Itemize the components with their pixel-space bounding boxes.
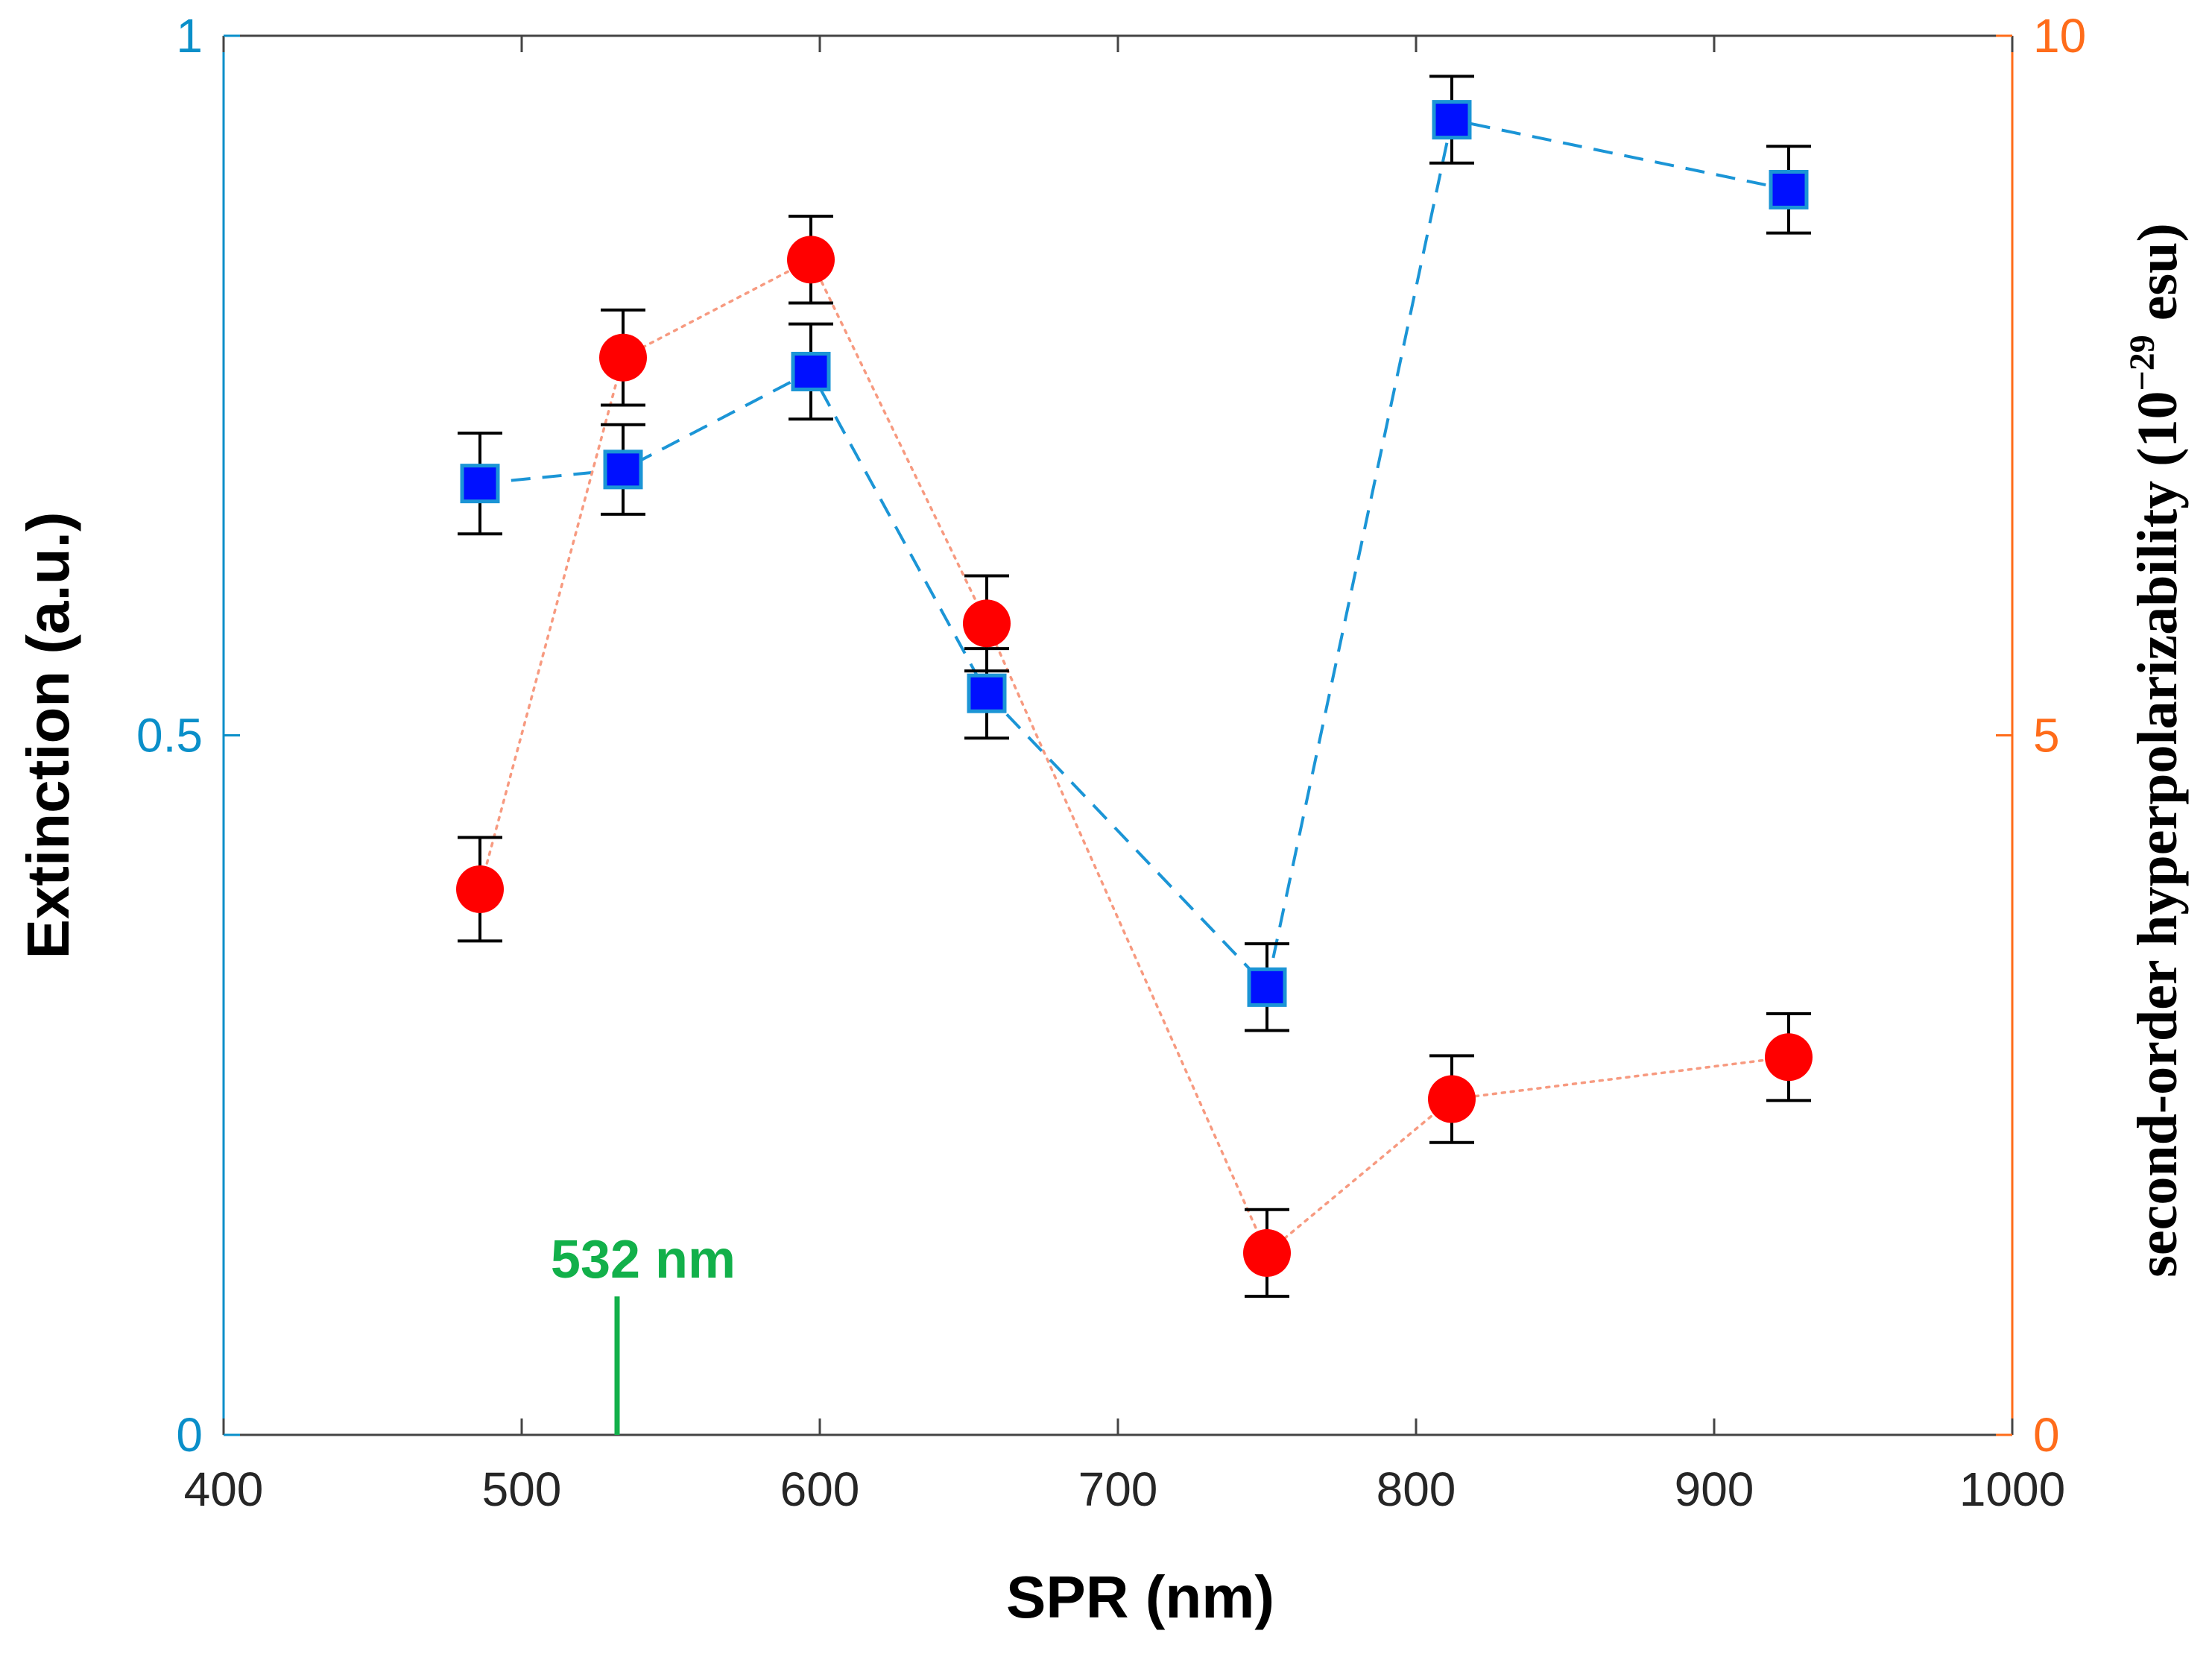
hyperpolarizability-point [1243,1228,1291,1277]
hyperpolarizability-point [963,599,1011,648]
y-axis-right-title: second-order hyperpolarizability (10−29 … [2123,223,2189,1277]
wavelength-annotation: 532 nm [551,1230,736,1435]
extinction-point [1247,967,1287,1007]
error-bars [458,75,1811,1298]
hyperpolarizability-point [1765,1033,1813,1082]
plot-frame [222,34,2014,1436]
y-axis-right-title-tail: esu) [2126,223,2189,335]
hyperpolarizability-point [1428,1075,1476,1123]
extinction-point [967,673,1007,713]
x-tick-label: 1000 [1959,1462,2065,1516]
extinction-point [1432,100,1472,140]
y-left-tick-label: 0 [176,1408,203,1462]
x-tick-label: 700 [1078,1462,1158,1516]
y-right-tick-label: 0 [2033,1408,2060,1462]
y-right-tick-label: 5 [2033,709,2060,763]
extinction-point [603,449,643,490]
x-tick-label: 500 [482,1462,562,1516]
extinction-point [791,351,831,391]
y-left-tick-label: 1 [176,9,203,63]
hyperpolarizability-point [456,865,504,913]
y-axis-right-title-main: second-order hyperpolarizability (10 [2126,391,2189,1278]
x-tick-label: 900 [1675,1462,1754,1516]
x-axis-title: SPR (nm) [1006,1564,1274,1630]
x-tick-label: 600 [780,1462,860,1516]
extinction-point [460,464,500,504]
x-tick-label: 800 [1377,1462,1456,1516]
x-tick-label: 400 [184,1462,264,1516]
data-markers [456,100,1813,1277]
series-lines [478,118,1790,1255]
hyperpolarizability-point [599,333,647,382]
y-right-tick-label: 10 [2033,9,2086,63]
hyperpolarizability-point [787,236,835,284]
y-axis-right-title-exponent: −29 [2123,335,2162,391]
annotation-label: 532 nm [551,1230,736,1290]
y-left-tick-label: 0.5 [136,709,203,763]
extinction-point [1769,169,1809,209]
y-axis-left-title: Extinction (a.u.) [15,512,81,959]
extinction-line [479,118,1789,991]
hyperpolarizability-line [478,257,1790,1255]
